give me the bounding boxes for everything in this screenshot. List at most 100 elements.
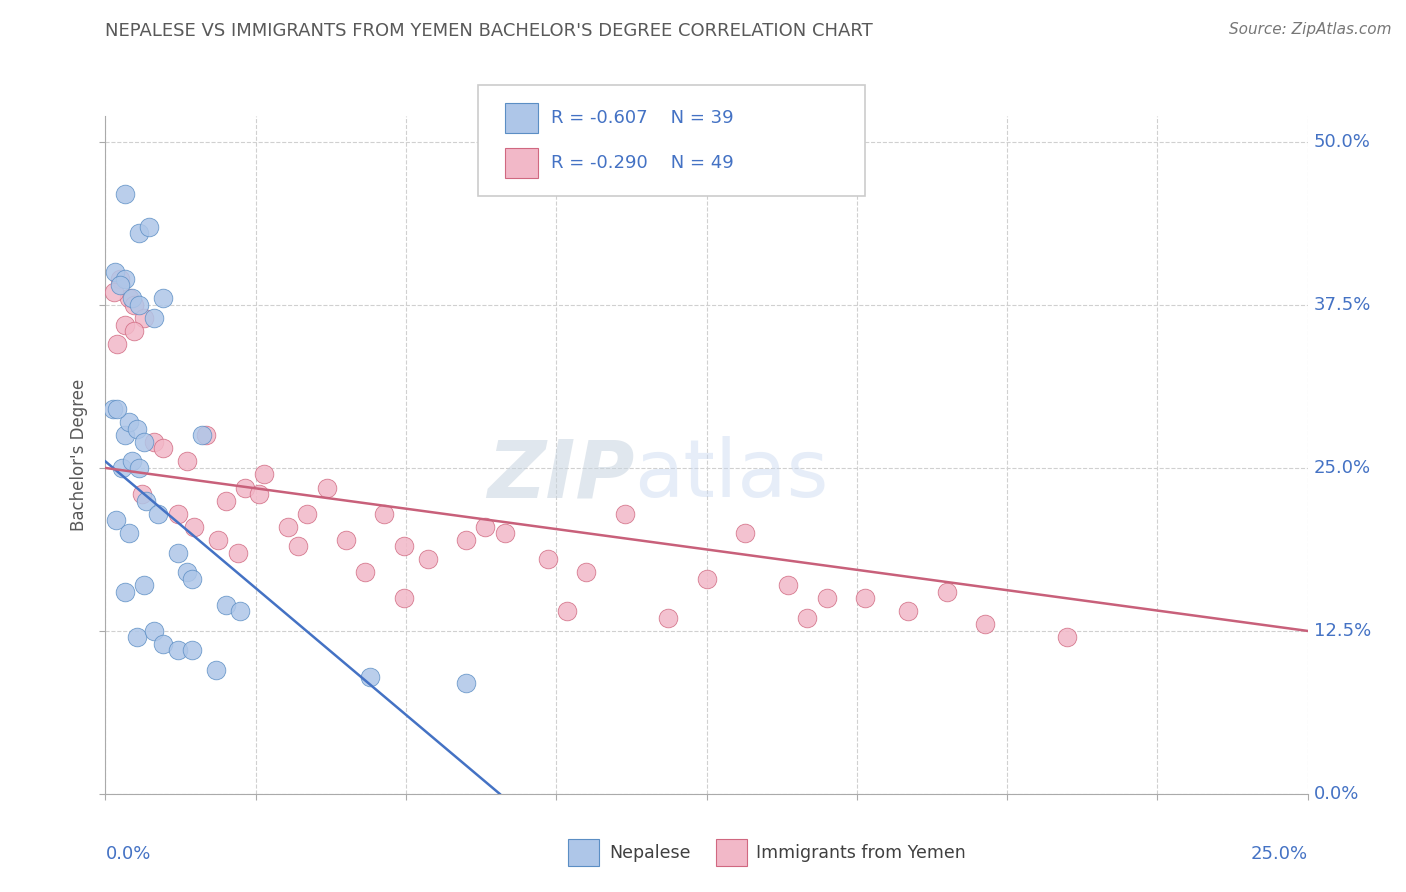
Text: 25.0%: 25.0% — [1313, 459, 1371, 477]
Point — [335, 533, 357, 547]
Text: ZIP: ZIP — [486, 436, 634, 515]
Point — [131, 487, 153, 501]
Text: Nepalese: Nepalese — [609, 844, 690, 862]
Point — [114, 318, 136, 332]
Point — [103, 285, 125, 299]
Point — [118, 292, 141, 306]
Point — [132, 434, 155, 449]
Point — [114, 428, 136, 442]
Point — [233, 481, 256, 495]
Point — [166, 643, 188, 657]
Point — [148, 507, 170, 521]
Point — [796, 611, 818, 625]
Point — [205, 663, 228, 677]
Point — [494, 526, 516, 541]
Point — [277, 519, 299, 533]
Text: 37.5%: 37.5% — [1313, 296, 1371, 314]
Point — [125, 631, 148, 645]
Point — [128, 298, 150, 312]
Point — [373, 507, 395, 521]
Point — [226, 546, 249, 560]
Point — [114, 187, 136, 202]
Text: 12.5%: 12.5% — [1313, 622, 1371, 640]
Point — [575, 566, 598, 580]
Point — [214, 598, 236, 612]
Text: 50.0%: 50.0% — [1313, 133, 1371, 151]
Text: Source: ZipAtlas.com: Source: ZipAtlas.com — [1229, 22, 1392, 37]
Point — [853, 591, 876, 606]
Point — [778, 578, 800, 592]
Point — [142, 624, 165, 638]
Point — [474, 519, 496, 533]
Point — [125, 422, 148, 436]
Point — [104, 265, 127, 279]
Point — [392, 539, 415, 553]
Point — [152, 292, 174, 306]
Point — [974, 617, 997, 632]
Point — [207, 533, 229, 547]
Point — [190, 428, 212, 442]
Y-axis label: Bachelor's Degree: Bachelor's Degree — [70, 379, 89, 531]
Point — [142, 434, 165, 449]
Point — [101, 402, 124, 417]
Point — [936, 584, 959, 599]
Point — [128, 461, 150, 475]
Point — [128, 227, 150, 241]
Point — [121, 292, 143, 306]
Text: 25.0%: 25.0% — [1250, 845, 1308, 863]
Point — [253, 467, 276, 482]
Point — [815, 591, 838, 606]
Point — [613, 507, 636, 521]
Point — [229, 604, 252, 618]
Point — [454, 533, 477, 547]
Point — [181, 572, 204, 586]
Point — [214, 493, 236, 508]
Point — [152, 637, 174, 651]
Point — [359, 669, 381, 683]
Point — [105, 513, 128, 527]
Point — [132, 578, 155, 592]
Point — [138, 219, 160, 234]
Point — [657, 611, 679, 625]
Text: NEPALESE VS IMMIGRANTS FROM YEMEN BACHELOR'S DEGREE CORRELATION CHART: NEPALESE VS IMMIGRANTS FROM YEMEN BACHEL… — [105, 22, 873, 40]
Point — [696, 572, 718, 586]
Text: R = -0.290    N = 49: R = -0.290 N = 49 — [551, 154, 734, 172]
Point — [392, 591, 415, 606]
Point — [108, 272, 131, 286]
Point — [195, 428, 218, 442]
Point — [124, 298, 146, 312]
Point — [121, 454, 143, 468]
Point — [454, 676, 477, 690]
Text: R = -0.607    N = 39: R = -0.607 N = 39 — [551, 109, 734, 127]
Point — [734, 526, 756, 541]
Point — [118, 415, 141, 429]
Text: Immigrants from Yemen: Immigrants from Yemen — [756, 844, 966, 862]
Point — [287, 539, 309, 553]
Point — [297, 507, 319, 521]
Point — [135, 493, 157, 508]
Text: 0.0%: 0.0% — [1313, 785, 1360, 803]
Point — [247, 487, 270, 501]
Point — [183, 519, 205, 533]
Point — [107, 402, 129, 417]
Point — [176, 454, 198, 468]
Point — [181, 643, 204, 657]
Point — [108, 278, 131, 293]
Point — [354, 566, 377, 580]
Point — [537, 552, 560, 566]
Point — [416, 552, 439, 566]
Point — [555, 604, 578, 618]
Point — [166, 546, 188, 560]
Point — [315, 481, 337, 495]
Point — [118, 526, 141, 541]
Point — [166, 507, 188, 521]
Point — [111, 461, 134, 475]
Point — [124, 324, 146, 338]
Text: 0.0%: 0.0% — [105, 845, 150, 863]
Point — [176, 566, 198, 580]
Point — [114, 584, 136, 599]
Point — [897, 604, 920, 618]
Point — [114, 272, 136, 286]
Point — [152, 442, 174, 456]
Point — [142, 311, 165, 326]
